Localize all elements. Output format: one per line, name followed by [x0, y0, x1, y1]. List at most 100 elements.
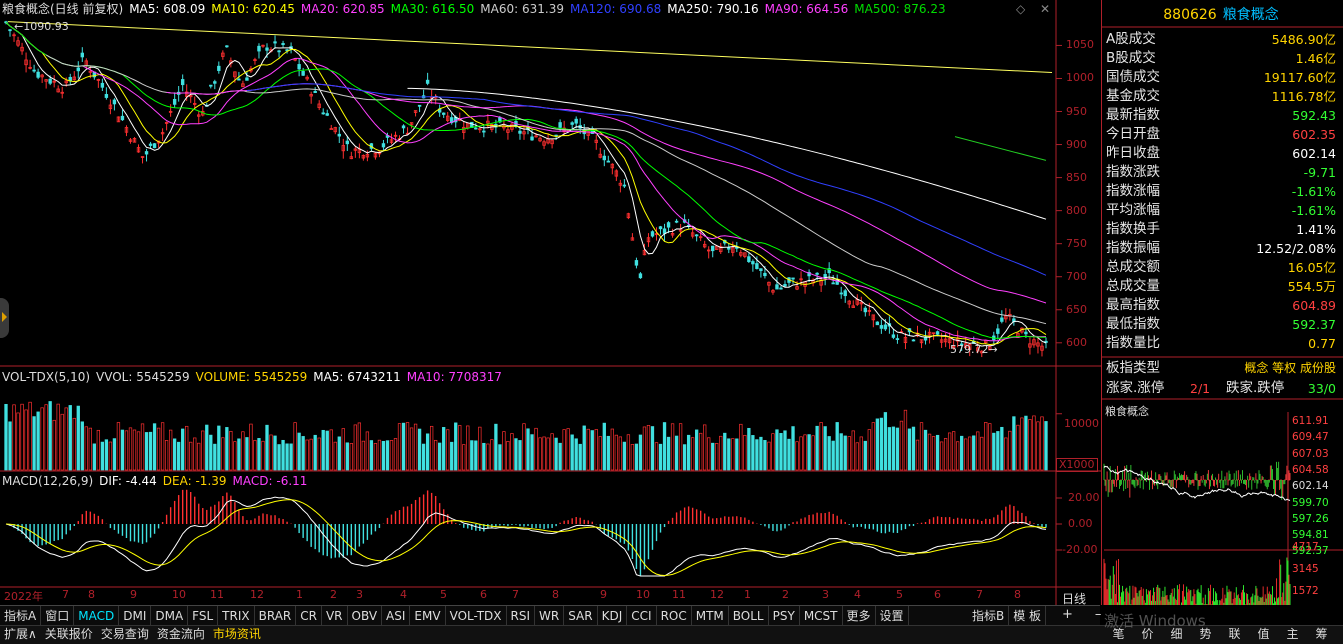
- candle-body: [333, 127, 337, 133]
- bottom-bar-item[interactable]: 关联报价: [44, 627, 93, 641]
- bottom-bar-item[interactable]: 扩展∧: [4, 627, 37, 641]
- tab-窗口[interactable]: 窗口: [41, 606, 75, 626]
- volume-bar: [851, 430, 855, 471]
- candle-body: [20, 46, 24, 52]
- tab-brar[interactable]: BRAR: [255, 606, 297, 626]
- volume-bar: [1032, 415, 1036, 471]
- mini-tab[interactable]: 筹: [1315, 627, 1328, 641]
- volume-bar: [261, 440, 265, 471]
- indicator-tabs: 指标A 窗口 MACD DMI DMA FSL TRIX BRAR CR VR OBV ASI EMV V…: [0, 605, 1100, 626]
- mini-tab[interactable]: 价: [1141, 627, 1154, 641]
- candle-body: [221, 52, 225, 57]
- tab-设置[interactable]: 设置: [876, 606, 909, 626]
- tab-mcst[interactable]: MCST: [800, 606, 843, 626]
- candle-body: [594, 139, 598, 143]
- bottom-bar-item[interactable]: 交易查询: [100, 627, 149, 641]
- candle-body: [530, 136, 534, 141]
- volume-header: VOL-TDX(5,10) VVOL: 5545259 VOLUME: 554525…: [2, 368, 508, 386]
- tab-asi[interactable]: ASI: [382, 606, 411, 626]
- volume-bar: [723, 432, 727, 471]
- volume-bar: [333, 441, 337, 471]
- close-icon[interactable]: ✕: [1040, 2, 1051, 16]
- bottom-bar-item[interactable]: 资金流向: [156, 627, 205, 641]
- candle-body: [968, 343, 972, 350]
- mini-tab[interactable]: 细: [1170, 627, 1183, 641]
- volume-bar: [486, 443, 490, 471]
- volume-bar: [534, 427, 538, 471]
- candle-body: [225, 45, 229, 48]
- quote-row-value: 554.5万: [1287, 279, 1336, 294]
- mini-tab[interactable]: 联: [1228, 627, 1241, 641]
- volume-bar: [60, 413, 64, 471]
- volume-bar: [490, 439, 494, 471]
- tab-boll[interactable]: BOLL: [729, 606, 769, 626]
- volume-bar: [992, 432, 996, 471]
- vol-ma5-value: MA5: 6743211: [313, 370, 401, 384]
- volume-bar: [1004, 437, 1008, 471]
- mini-price-tick: 597.26: [1292, 512, 1329, 525]
- quote-row-label: A股成交: [1106, 31, 1156, 47]
- quote-row-value: 19117.60亿: [1263, 70, 1336, 85]
- tab-psy[interactable]: PSY: [769, 606, 800, 626]
- mini-tab[interactable]: 势: [1199, 627, 1212, 641]
- candle-body: [1024, 331, 1028, 335]
- tab-sar[interactable]: SAR: [564, 606, 598, 626]
- candle-body: [172, 98, 177, 105]
- tab-trix[interactable]: TRIX: [218, 606, 255, 626]
- ma500-line: [954, 136, 1047, 161]
- tab-指标a[interactable]: 指标A: [0, 606, 42, 626]
- expand-left-handle[interactable]: [0, 298, 9, 338]
- quote-row-label: 国债成交: [1106, 69, 1160, 85]
- tab-macd[interactable]: MACD: [74, 606, 120, 626]
- quote-row-value: 602.14: [1292, 146, 1336, 161]
- volume-bar: [855, 442, 859, 471]
- quote-row: 指数涨跌 -9.71: [1104, 163, 1338, 182]
- volume-bar: [779, 433, 783, 471]
- mini-tab[interactable]: 主: [1286, 627, 1299, 641]
- volume-bar: [911, 426, 916, 471]
- tab-fsl[interactable]: FSL: [188, 606, 219, 626]
- tab-cci[interactable]: CCI: [627, 606, 657, 626]
- diamond-icon[interactable]: ◇: [1016, 2, 1026, 16]
- tab-更多[interactable]: 更多: [843, 606, 876, 626]
- tab-mtm[interactable]: MTM: [692, 606, 729, 626]
- right-tab[interactable]: 指标B: [968, 606, 1010, 626]
- volume-bar: [743, 434, 747, 471]
- candle-body: [321, 112, 325, 115]
- tab-roc[interactable]: ROC: [657, 606, 692, 626]
- volume-bar: [373, 443, 378, 471]
- tab-obv[interactable]: OBV: [348, 606, 383, 626]
- mini-tab[interactable]: 值: [1257, 627, 1270, 641]
- volume-y-tick: 10000: [1064, 417, 1099, 430]
- volume-bar: [168, 429, 173, 471]
- volume-bar: [68, 405, 72, 471]
- volume-bar: [205, 424, 209, 471]
- tab-vol-tdx[interactable]: VOL-TDX: [446, 606, 507, 626]
- tab-wr[interactable]: WR: [535, 606, 565, 626]
- candle-body: [506, 129, 510, 133]
- bottom-bar-item[interactable]: 市场资讯: [212, 627, 261, 641]
- mini-tab[interactable]: 笔: [1112, 627, 1125, 641]
- tab-rsi[interactable]: RSI: [507, 606, 536, 626]
- candle-body: [329, 128, 333, 130]
- volume-bar: [518, 440, 522, 471]
- volume-bar: [401, 422, 406, 471]
- volume-bar: [321, 429, 325, 471]
- candle-body: [413, 110, 418, 113]
- zoom-controls[interactable]: +–: [1062, 607, 1124, 622]
- volume-bar: [666, 436, 671, 471]
- period-label[interactable]: 日线: [1062, 592, 1087, 606]
- tab-emv[interactable]: EMV: [410, 606, 446, 626]
- quote-row-label: 指数量比: [1106, 335, 1160, 351]
- volume-bar: [466, 425, 470, 471]
- volume-bar: [678, 423, 683, 471]
- tab-dma[interactable]: DMA: [151, 606, 189, 626]
- right-tab[interactable]: 模 板: [1009, 606, 1047, 626]
- candle-body: [911, 339, 916, 342]
- tab-vr[interactable]: VR: [322, 606, 348, 626]
- tab-cr[interactable]: CR: [296, 606, 322, 626]
- candle-body: [64, 80, 68, 84]
- tab-kdj[interactable]: KDJ: [598, 606, 628, 626]
- candle-body: [622, 184, 627, 187]
- tab-dmi[interactable]: DMI: [119, 606, 152, 626]
